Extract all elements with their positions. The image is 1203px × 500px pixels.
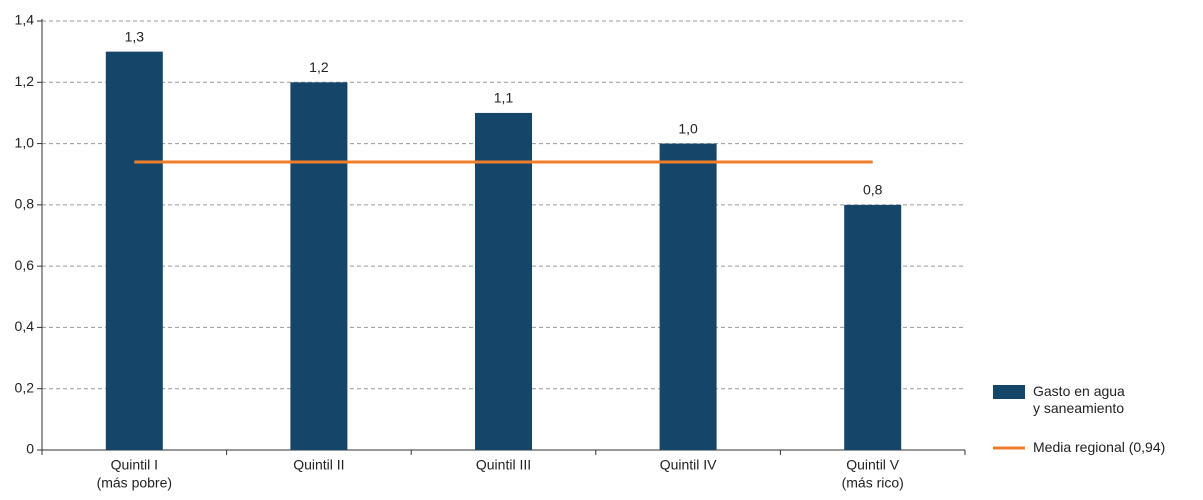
y-tick-label: 1,0 xyxy=(15,134,35,150)
x-tick-label: Quintil IV xyxy=(660,457,717,473)
bar xyxy=(659,143,717,451)
bar xyxy=(105,51,163,451)
y-tick-label: 0,2 xyxy=(15,379,35,395)
x-tick-label: Quintil V xyxy=(846,457,900,473)
legend-label: Media regional (0,94) xyxy=(1033,439,1166,455)
data-label: 0,8 xyxy=(863,182,883,198)
data-label: 1,1 xyxy=(494,90,514,106)
data-label: 1,3 xyxy=(125,28,145,44)
bar xyxy=(475,112,532,450)
y-tick-label: 0,8 xyxy=(15,196,35,212)
legend-swatch xyxy=(993,385,1025,399)
y-tick-label: 0,4 xyxy=(15,318,35,334)
y-tick-label: 0 xyxy=(26,441,34,457)
x-tick-label: Quintil I xyxy=(111,457,158,473)
x-tick-label: Quintil III xyxy=(476,457,531,473)
y-tick-label: 0,6 xyxy=(15,257,35,273)
data-label: 1,2 xyxy=(309,59,329,75)
y-tick-label: 1,4 xyxy=(15,12,35,28)
legend-label: Gasto en agua y saneamiento xyxy=(1033,383,1125,416)
x-tick-label: (más pobre) xyxy=(97,475,172,491)
y-tick-label: 1,2 xyxy=(15,73,35,89)
x-tick-label: Quintil II xyxy=(293,457,344,473)
bar xyxy=(844,204,902,450)
data-label: 1,0 xyxy=(678,120,698,136)
bar xyxy=(290,82,348,451)
x-tick-label: (más rico) xyxy=(842,475,904,491)
